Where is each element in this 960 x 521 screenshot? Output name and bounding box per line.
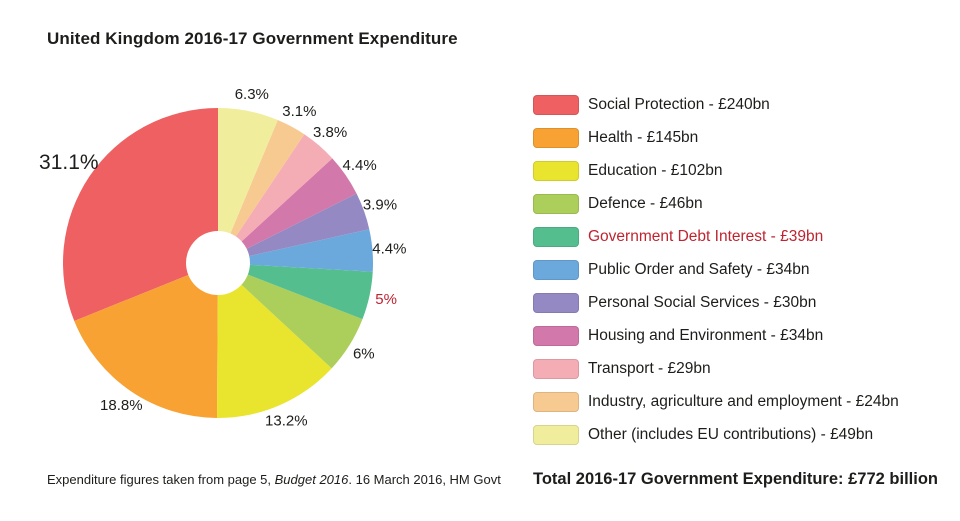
legend-item-2: Education - £102bn bbox=[533, 161, 899, 181]
pie-slice-4 bbox=[218, 263, 373, 320]
legend-swatch-0 bbox=[533, 95, 579, 115]
legend-swatch-4 bbox=[533, 227, 579, 247]
legend-item-8: Transport - £29bn bbox=[533, 359, 899, 379]
source-note-prefix: Expenditure figures taken from page 5, bbox=[47, 472, 275, 487]
source-note-suffix: . 16 March 2016, HM Govt bbox=[348, 472, 501, 487]
pie-percent-label-10: 6.3% bbox=[235, 86, 269, 103]
page-title: United Kingdom 2016-17 Government Expend… bbox=[47, 29, 458, 48]
pie-percent-label-5: 4.4% bbox=[372, 241, 406, 258]
legend-swatch-1 bbox=[533, 128, 579, 148]
legend-item-6: Personal Social Services - £30bn bbox=[533, 293, 899, 313]
legend-item-10: Other (includes EU contributions) - £49b… bbox=[533, 425, 899, 445]
pie-slice-8 bbox=[218, 134, 333, 263]
legend-item-4: Government Debt Interest - £39bn bbox=[533, 227, 899, 247]
legend-item-3: Defence - £46bn bbox=[533, 194, 899, 214]
pie-percent-label-4: 5% bbox=[375, 291, 397, 308]
legend-item-7: Housing and Environment - £34bn bbox=[533, 326, 899, 346]
legend-label-9: Industry, agriculture and employment - £… bbox=[588, 393, 899, 410]
pie-slice-9 bbox=[218, 119, 305, 263]
legend-label-1: Health - £145bn bbox=[588, 129, 699, 146]
legend-item-1: Health - £145bn bbox=[533, 128, 899, 148]
pie-percent-label-7: 4.4% bbox=[342, 157, 376, 174]
pie-percent-label-0: 31.1% bbox=[39, 151, 99, 174]
source-note-document: Budget 2016 bbox=[274, 472, 349, 487]
legend-label-5: Public Order and Safety - £34bn bbox=[588, 261, 810, 278]
pie-slice-6 bbox=[218, 193, 370, 263]
legend-label-2: Education - £102bn bbox=[588, 162, 723, 179]
legend-label-7: Housing and Environment - £34bn bbox=[588, 327, 824, 344]
pie-percent-label-3: 6% bbox=[353, 346, 375, 363]
pie-slice-5 bbox=[218, 229, 373, 272]
legend-label-0: Social Protection - £240bn bbox=[588, 96, 770, 113]
donut-chart: 31.1% 18.8% 13.2% 6% 5% 4.4% 3.9% 4.4% 3.8% 3.1% 6… bbox=[0, 60, 480, 460]
legend-label-3: Defence - £46bn bbox=[588, 195, 703, 212]
pie-slice-0 bbox=[63, 108, 218, 321]
legend-swatch-2 bbox=[533, 161, 579, 181]
total-expenditure: Total 2016-17 Government Expenditure: £7… bbox=[533, 470, 938, 488]
legend-swatch-8 bbox=[533, 359, 579, 379]
legend-swatch-7 bbox=[533, 326, 579, 346]
legend-label-4: Government Debt Interest - £39bn bbox=[588, 228, 824, 245]
pie-slice-10 bbox=[218, 108, 278, 263]
donut-chart-svg: 31.1% 18.8% 13.2% 6% 5% 4.4% 3.9% 4.4% 3.8% 3.1% 6… bbox=[39, 86, 406, 429]
pie-percent-label-2: 13.2% bbox=[265, 412, 308, 429]
legend-label-6: Personal Social Services - £30bn bbox=[588, 294, 817, 311]
legend-swatch-3 bbox=[533, 194, 579, 214]
pie-slice-7 bbox=[218, 158, 357, 263]
legend-item-9: Industry, agriculture and employment - £… bbox=[533, 392, 899, 412]
legend-label-10: Other (includes EU contributions) - £49b… bbox=[588, 426, 874, 443]
legend-label-8: Transport - £29bn bbox=[588, 360, 711, 377]
pie-percent-label-9: 3.1% bbox=[282, 103, 316, 120]
pie-slice-2 bbox=[217, 263, 332, 419]
pie-slice-3 bbox=[218, 263, 363, 369]
legend: Social Protection - £240bn Health - £145b… bbox=[533, 95, 899, 445]
legend-item-5: Public Order and Safety - £34bn bbox=[533, 260, 899, 280]
legend-swatch-6 bbox=[533, 293, 579, 313]
source-note: Expenditure figures taken from page 5, B… bbox=[47, 472, 501, 487]
legend-swatch-5 bbox=[533, 260, 579, 280]
legend-swatch-10 bbox=[533, 425, 579, 445]
donut-hole bbox=[186, 231, 250, 295]
pie-slice-1 bbox=[74, 263, 218, 418]
legend-item-0: Social Protection - £240bn bbox=[533, 95, 899, 115]
pie-percent-label-8: 3.8% bbox=[313, 124, 347, 141]
legend-swatch-9 bbox=[533, 392, 579, 412]
pie-percent-label-1: 18.8% bbox=[100, 397, 143, 414]
pie-percent-label-6: 3.9% bbox=[363, 197, 397, 214]
